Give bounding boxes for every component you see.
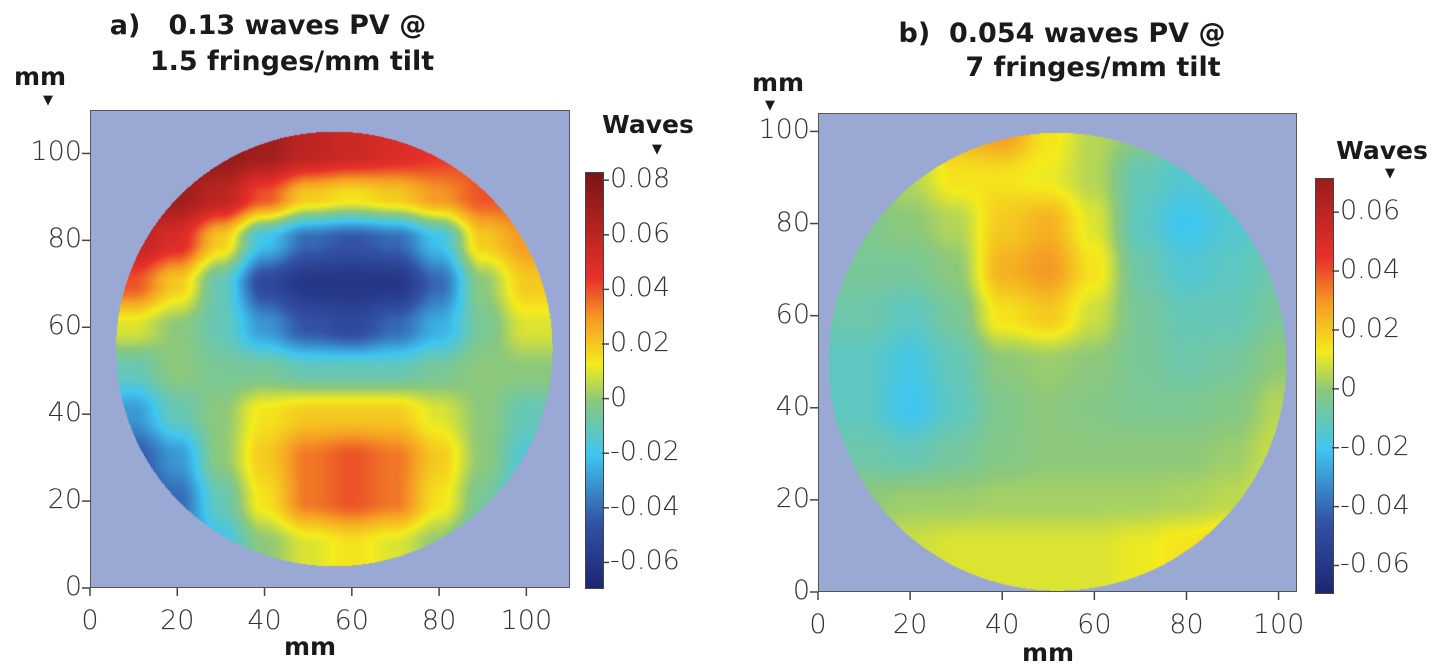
- colorbar-tick-label: 0.02: [610, 327, 671, 358]
- colorbar-tick-label: -0.06: [610, 545, 680, 577]
- title-line2: 7 fringes/mm tilt: [965, 52, 1221, 83]
- colorbar-tick-label: 0.08: [610, 163, 671, 195]
- y-tick-label: 20: [47, 484, 82, 516]
- colorbar-tick-label: -0.02: [1340, 430, 1410, 462]
- colorbar-label: Waves: [602, 110, 694, 139]
- y-axis-arrow-icon: ▼: [43, 93, 53, 108]
- y-tick-label: 60: [775, 298, 810, 330]
- x-tick-label: 20: [892, 609, 928, 640]
- colorbar-tick-label: 0.06: [1340, 195, 1401, 227]
- x-tick-label: 100: [500, 605, 553, 636]
- y-tick-label: 100: [758, 114, 810, 146]
- y-axis-label: mm: [751, 68, 805, 97]
- heatmap-surface: [818, 113, 1297, 592]
- y-tick-label: 40: [775, 390, 810, 422]
- colorbar: [1315, 178, 1334, 594]
- x-tick-label: 60: [334, 605, 369, 636]
- x-tick-label: 40: [247, 605, 282, 636]
- colorbar-tick-label: -0.04: [610, 490, 680, 522]
- y-tick-label: 20: [775, 482, 810, 514]
- colorbar-tick-label: -0.04: [1340, 489, 1410, 521]
- y-tick-label: 40: [47, 397, 82, 429]
- x-tick-label: 20: [160, 605, 195, 636]
- title-line1: b) 0.054 waves PV @: [898, 18, 1226, 49]
- colorbar: [585, 172, 604, 589]
- x-tick-label: 80: [1169, 609, 1204, 640]
- title-line2: 1.5 fringes/mm tilt: [149, 46, 435, 77]
- y-axis-arrow-icon: ▼: [765, 98, 775, 113]
- colorbar-tick-label: 0.04: [610, 272, 671, 304]
- colorbar-tick-label: -0.06: [1340, 548, 1410, 580]
- colorbar-tick-label: 0: [610, 381, 628, 413]
- colorbar-label: Waves: [1336, 136, 1428, 165]
- colorbar-arrow-icon: ▼: [652, 142, 662, 157]
- title-line1: a) 0.13 waves PV @: [109, 10, 427, 41]
- colorbar-tick-label: 0.06: [610, 217, 671, 249]
- y-axis-label: mm: [13, 62, 67, 91]
- x-axis-label: mm: [1021, 638, 1075, 667]
- heatmap-surface: [90, 110, 570, 588]
- x-tick-label: 100: [1252, 609, 1305, 640]
- colorbar-tick-label: 0.04: [1340, 254, 1401, 286]
- x-tick-label: 80: [421, 605, 457, 636]
- colorbar-arrow-icon: ▼: [1385, 166, 1395, 181]
- colorbar-tick-label: -0.02: [610, 436, 680, 468]
- y-tick-label: 80: [47, 223, 82, 255]
- x-tick-label: 40: [985, 609, 1020, 640]
- x-tick-label: 60: [1077, 609, 1112, 640]
- y-tick-label: 60: [47, 310, 82, 342]
- y-tick-label: 0: [792, 575, 810, 606]
- x-tick-label: 0: [81, 605, 99, 636]
- plot-frame: [90, 110, 570, 588]
- colorbar-tick-label: 0: [1340, 371, 1358, 403]
- colorbar-tick-label: 0.02: [1340, 312, 1401, 344]
- x-tick-label: 0: [809, 609, 827, 640]
- y-tick-label: 100: [30, 136, 82, 168]
- y-tick-label: 80: [775, 206, 810, 238]
- y-tick-label: 0: [64, 571, 82, 602]
- x-axis-label: mm: [283, 632, 337, 661]
- plot-frame: [818, 113, 1297, 592]
